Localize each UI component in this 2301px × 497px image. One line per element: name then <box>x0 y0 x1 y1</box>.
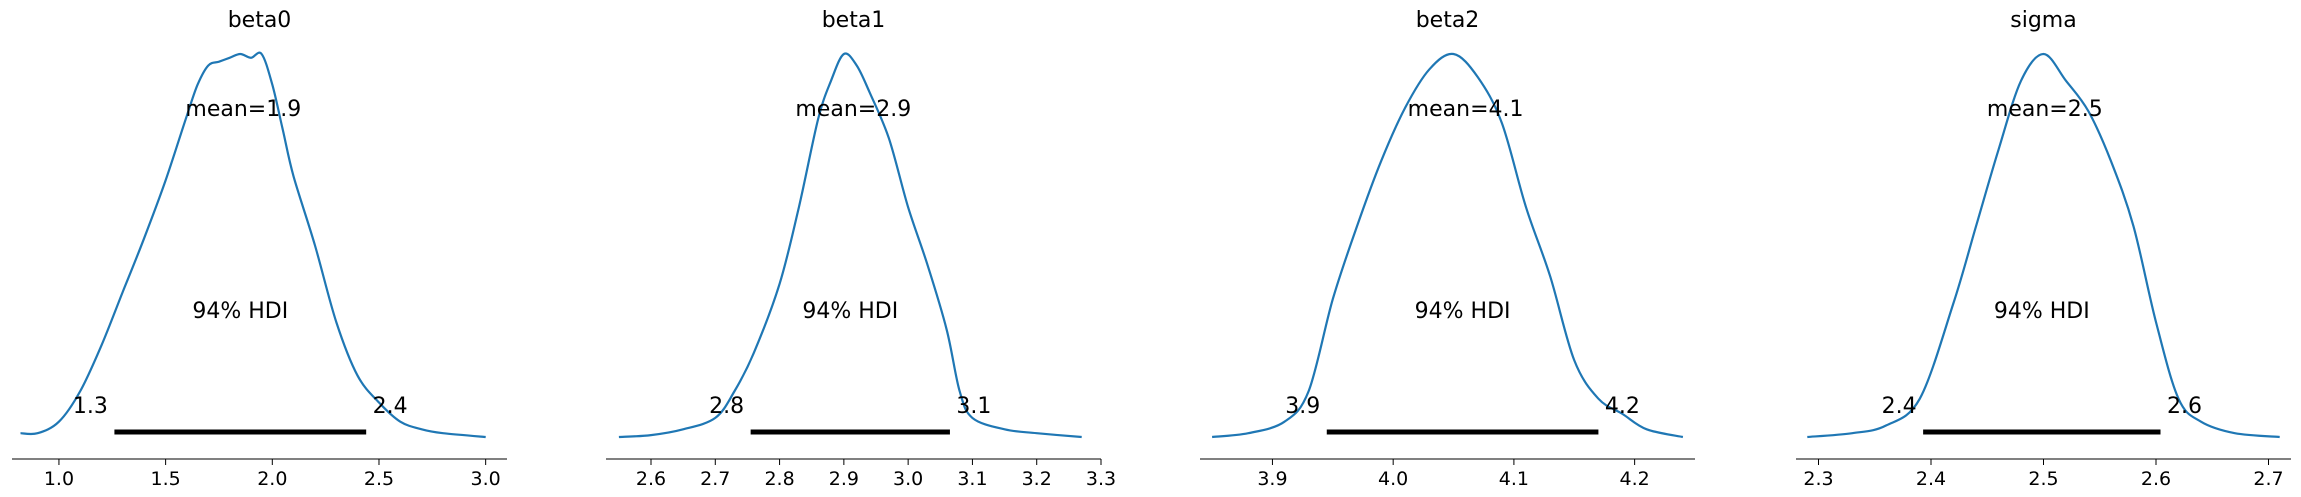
x-tick-label: 2.0 <box>257 468 287 490</box>
x-tick-label: 3.9 <box>1257 468 1287 490</box>
x-tick-label: 3.0 <box>471 468 501 490</box>
x-tick-label: 1.0 <box>44 468 74 490</box>
hdi-label: 94% HDI <box>1415 299 1511 324</box>
posterior-panel-beta1: beta1 2.6 2.7 2.8 2.9 3.0 3.1 3.2 3.3 2.8 3.1 94% H… <box>606 8 1116 490</box>
hdi-low-label: 1.3 <box>73 394 108 419</box>
hdi-label: 94% HDI <box>192 299 288 324</box>
posterior-panel-sigma: sigma 2.3 2.4 2.5 2.6 2.7 2.4 2.6 94% HDI mean=2.… <box>1796 8 2291 490</box>
x-tick-label: 2.3 <box>1803 468 1833 490</box>
mean-label: mean=1.9 <box>185 97 301 122</box>
x-tick-label: 2.5 <box>2028 468 2058 490</box>
x-tick-label: 3.3 <box>1086 468 1116 490</box>
mean-label: mean=2.9 <box>795 97 911 122</box>
density-curve <box>1807 52 2280 439</box>
hdi-high-label: 4.2 <box>1605 394 1640 419</box>
x-tick-label: 2.4 <box>1916 468 1946 490</box>
panel-title: sigma <box>2010 8 2076 33</box>
mean-label: mean=2.5 <box>1987 97 2103 122</box>
x-tick-label: 2.6 <box>636 468 666 490</box>
x-tick-label: 2.7 <box>2253 468 2283 490</box>
posterior-panel-beta0: beta0 1.0 1.5 2.0 2.5 3.0 1.3 2.4 94% HDI mean=1.… <box>12 8 507 490</box>
x-tick-label: 2.7 <box>700 468 730 490</box>
x-tick-label: 1.5 <box>151 468 181 490</box>
mean-label: mean=4.1 <box>1408 97 1524 122</box>
hdi-label: 94% HDI <box>802 299 898 324</box>
x-tick-label: 2.9 <box>829 468 859 490</box>
density-curve <box>1211 52 1684 439</box>
x-tick-label: 3.0 <box>893 468 923 490</box>
hdi-label: 94% HDI <box>1994 299 2090 324</box>
hdi-high-label: 2.6 <box>2167 394 2202 419</box>
x-tick-label: 4.0 <box>1378 468 1408 490</box>
x-tick-label: 4.2 <box>1620 468 1650 490</box>
density-curve <box>618 52 1082 439</box>
hdi-high-label: 2.4 <box>373 394 408 419</box>
posterior-panel-beta2: beta2 3.9 4.0 4.1 4.2 3.9 4.2 94% HDI mean=4.1 <box>1200 8 1695 490</box>
panel-title: beta2 <box>1416 8 1480 33</box>
x-tick-label: 2.5 <box>364 468 394 490</box>
panel-title: beta1 <box>822 8 886 33</box>
x-tick-label: 2.6 <box>2141 468 2171 490</box>
x-tick-label: 3.2 <box>1022 468 1052 490</box>
hdi-high-label: 3.1 <box>956 394 991 419</box>
x-tick-label: 4.1 <box>1499 468 1529 490</box>
hdi-low-label: 2.4 <box>1882 394 1917 419</box>
panel-title: beta0 <box>228 8 292 33</box>
x-tick-label: 3.1 <box>957 468 987 490</box>
x-tick-label: 2.8 <box>764 468 794 490</box>
hdi-low-label: 3.9 <box>1285 394 1320 419</box>
density-curve <box>20 51 486 439</box>
hdi-low-label: 2.8 <box>709 394 744 419</box>
